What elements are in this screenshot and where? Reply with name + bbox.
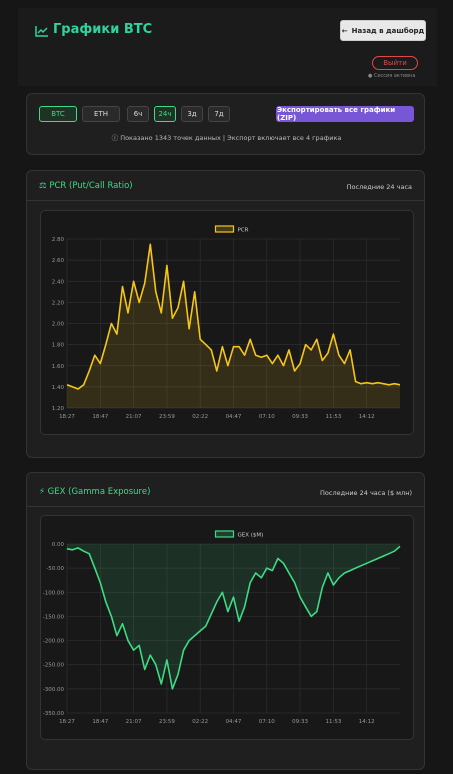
y-tick-label: -200.00 (43, 639, 65, 645)
toggle-button[interactable]: 24ч (154, 106, 176, 122)
x-tick-label: 02:22 (192, 719, 208, 725)
divider (27, 506, 424, 507)
page-title: Графики BTC (53, 22, 153, 37)
y-tick-label: -300.00 (43, 687, 65, 693)
y-tick-label: 2.60 (52, 258, 65, 264)
x-tick-label: 09:33 (292, 719, 308, 725)
y-tick-label: -350.00 (43, 711, 65, 717)
x-tick-label: 21:07 (126, 719, 142, 725)
chart: 0.00 -50.00 -100.00 -150.00 -200.00 -250.00 -3… (43, 530, 401, 725)
x-tick-label: 18:47 (92, 719, 108, 725)
arrow-icon: ← (341, 26, 348, 35)
chart: 1.20 1.40 1.60 1.80 2.00 2.20 2.40 2.60 2.80 18:2… (52, 225, 401, 420)
session-status: ● Сессия активна (368, 73, 416, 79)
x-tick-label: 04:47 (226, 719, 242, 725)
info-text: Показано 1343 точек данных | Экспорт вкл… (120, 134, 342, 142)
toggle-button[interactable]: 6ч (127, 106, 149, 122)
session-status-label: Сессия активна (373, 73, 416, 79)
y-tick-label: -50.00 (46, 566, 64, 572)
y-tick-label: 2.20 (52, 300, 65, 306)
logout-button-label: Выйти (383, 59, 407, 67)
x-tick-label: 11:53 (325, 414, 341, 420)
x-tick-label: 21:07 (126, 414, 142, 420)
divider (27, 200, 424, 201)
toggle-button[interactable]: 7д (208, 106, 230, 122)
toggle-label: 24ч (158, 110, 172, 118)
chart-subtitle: Последние 24 часа (346, 183, 412, 191)
y-tick-label: -100.00 (43, 590, 65, 596)
export-button-label: Экспортировать все графики (ZIP) (277, 106, 396, 122)
x-tick-label: 02:22 (192, 414, 208, 420)
x-tick-label: 18:47 (92, 414, 108, 420)
header: Графики BTC ← Назад в дашборд Выйти ● Сес… (18, 8, 437, 86)
y-tick-label: -250.00 (43, 663, 65, 669)
line (66, 243, 401, 390)
x-tick-label: 04:47 (226, 414, 242, 420)
card-title: ⚡ GEX (Gamma Exposure) (39, 487, 151, 497)
chart-card: ⚡ GEX (Gamma Exposure) Последние 24 часа… (26, 472, 425, 770)
toggle-label: 7д (214, 110, 224, 118)
card-title: ⚖ PCR (Put/Call Ratio) (39, 181, 133, 191)
info-line: ⓘ Показано 1343 точек данных | Экспорт в… (111, 134, 342, 142)
toggle-label: 3д (187, 110, 197, 118)
export-button[interactable]: Экспортировать все графики (ZIP) (276, 106, 414, 122)
line (66, 545, 401, 690)
toggle-label: BTC (51, 110, 65, 118)
chart-icon (35, 26, 48, 37)
toggle-label: 6ч (133, 110, 143, 118)
legend-label: PCR (238, 228, 249, 234)
legend-swatch (214, 530, 235, 538)
chart-title: GEX (Gamma Exposure) (47, 487, 151, 497)
x-tick-label: 14:12 (359, 719, 375, 725)
y-tick-label: 2.80 (52, 237, 65, 243)
back-button-label: Назад в дашборд (351, 26, 425, 35)
legend-label: GEX ($M) (238, 533, 264, 539)
x-tick-label: 14:12 (359, 414, 375, 420)
x-tick-label: 23:59 (159, 414, 175, 420)
x-tick-label: 11:53 (325, 719, 341, 725)
area (67, 244, 400, 408)
y-tick-label: -150.00 (43, 614, 65, 620)
toggle-button[interactable]: ETH (82, 106, 120, 122)
back-button[interactable]: ← Назад в дашборд (340, 20, 426, 41)
chart-title: PCR (Put/Call Ratio) (49, 181, 133, 191)
controls-card: BTC ETH 6ч 24ч 3д 7д Экспортировать все графи… (26, 93, 425, 155)
chart-subtitle: Последние 24 часа ($ млн) (320, 489, 412, 497)
y-tick-label: 1.80 (52, 343, 65, 349)
toggle-button[interactable]: 3д (181, 106, 203, 122)
y-tick-label: 0.00 (52, 542, 65, 548)
y-tick-label: 1.60 (52, 364, 65, 370)
toggle-button[interactable]: BTC (39, 106, 77, 122)
chart-box: 1.20 1.40 1.60 1.80 2.00 2.20 2.40 2.60 2.80 18:2… (40, 210, 414, 435)
y-tick-label: 1.20 (52, 406, 65, 412)
toggle-label: ETH (94, 110, 108, 118)
x-tick-label: 07:10 (259, 414, 275, 420)
y-tick-label: 2.40 (52, 279, 65, 285)
y-tick-label: 2.00 (52, 322, 65, 328)
x-tick-label: 18:27 (59, 414, 75, 420)
x-tick-label: 23:59 (159, 719, 175, 725)
area (67, 544, 400, 689)
x-tick-label: 09:33 (292, 414, 308, 420)
controls-row: BTC ETH 6ч 24ч 3д 7д (27, 94, 426, 134)
logout-button[interactable]: Выйти (372, 56, 418, 70)
y-tick-label: 1.40 (52, 385, 65, 391)
x-tick-label: 18:27 (59, 719, 75, 725)
x-tick-label: 07:10 (259, 719, 275, 725)
legend-swatch (214, 225, 235, 233)
chart-card: ⚖ PCR (Put/Call Ratio) Последние 24 часа… (26, 170, 425, 458)
chart-box: 0.00 -50.00 -100.00 -150.00 -200.00 -250.00 -3… (40, 515, 414, 740)
